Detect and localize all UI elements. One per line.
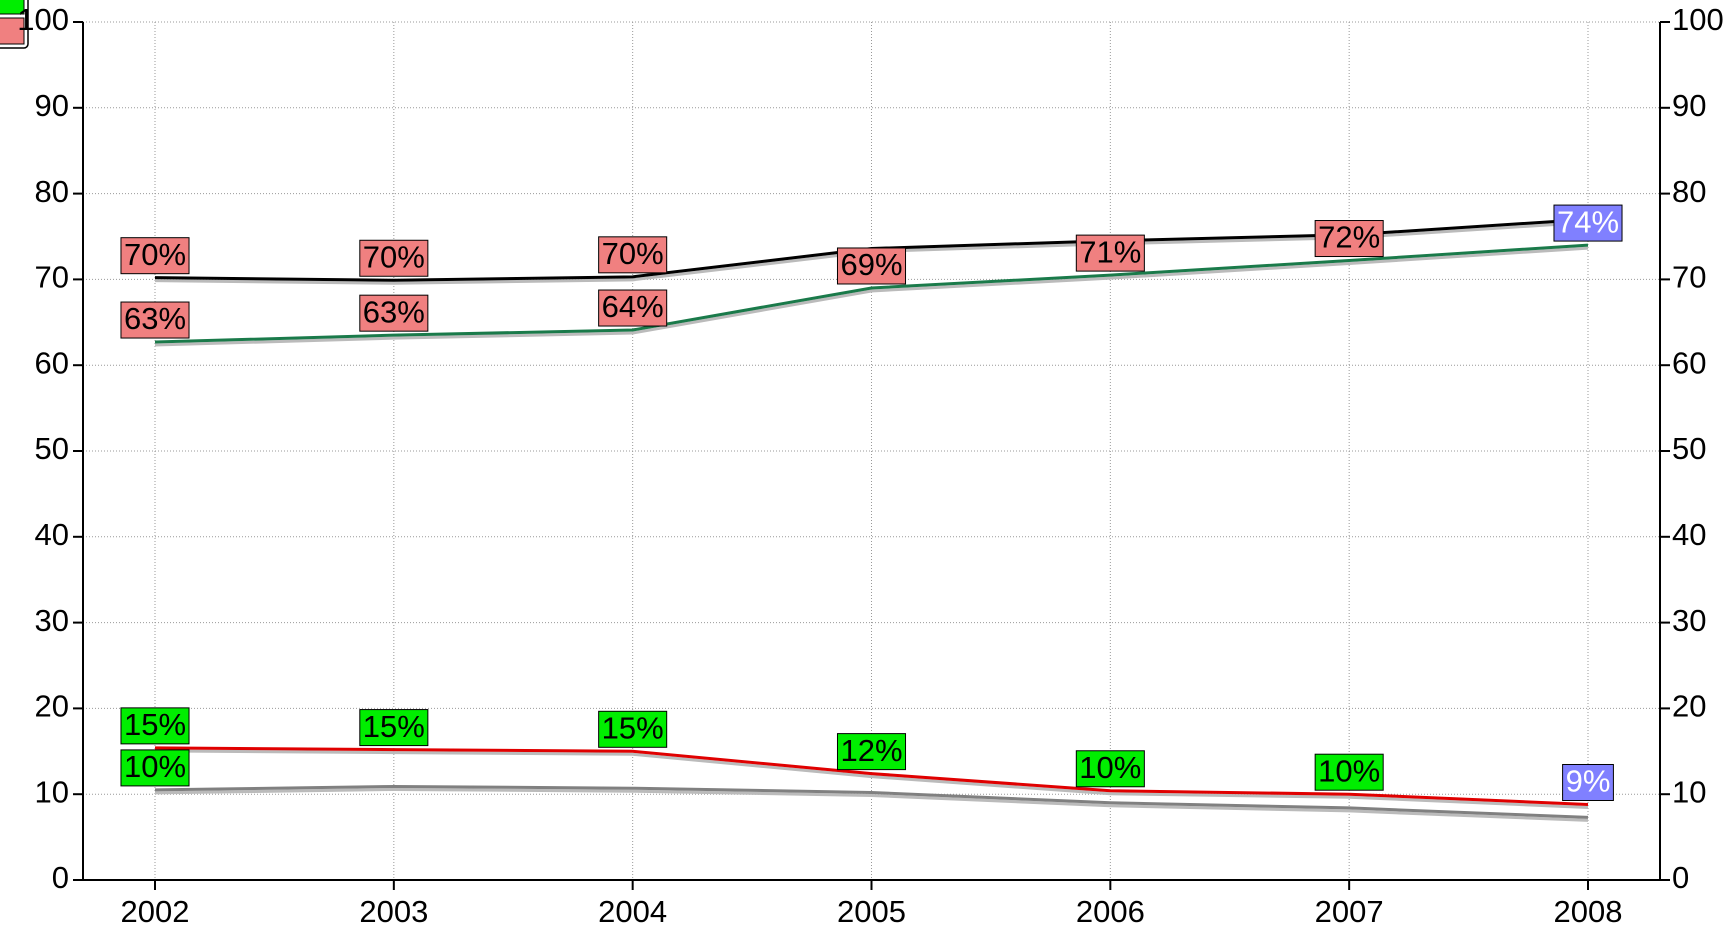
y2-tick-label: 40 <box>1672 517 1706 552</box>
data-label-text: 64% <box>602 289 664 324</box>
x-tick-label: 2008 <box>1554 894 1623 929</box>
data-label-box <box>836 247 907 285</box>
y-tick-label: 20 <box>35 689 69 724</box>
data-label-text: 15% <box>124 707 186 742</box>
data-label: 9% <box>1562 763 1614 801</box>
x-tick-label: 2003 <box>359 894 428 929</box>
data-label-box <box>1314 220 1384 258</box>
data-label: 74% <box>1553 204 1623 242</box>
series-shadow <box>154 246 1589 347</box>
legend-swatch <box>0 0 25 15</box>
series-line <box>154 746 1589 806</box>
y2-tick-label: 20 <box>1672 689 1706 724</box>
data-label: 10% <box>120 749 190 787</box>
y2-tick-label: 50 <box>1672 431 1706 466</box>
data-label-box <box>598 289 668 327</box>
data-label: 70% <box>598 236 668 274</box>
data-label: 15% <box>598 710 668 748</box>
y-tick-label: 0 <box>52 860 69 895</box>
data-label: 15% <box>120 707 190 745</box>
data-label-box <box>836 733 907 771</box>
data-label-box <box>359 239 429 277</box>
y2-tick-label: 10 <box>1672 774 1706 809</box>
y2-tick-label: 30 <box>1672 603 1706 638</box>
data-label-box <box>1562 763 1614 801</box>
data-label: 64% <box>598 289 668 327</box>
data-label: 71% <box>1075 234 1145 272</box>
data-label: 15% <box>359 709 429 747</box>
y-tick-label: 10 <box>35 774 69 809</box>
data-label-text: 70% <box>602 236 664 271</box>
data-label: 63% <box>359 294 429 332</box>
data-label: 72% <box>1314 220 1384 258</box>
series-shadow <box>154 749 1589 809</box>
data-label-text: 74% <box>1557 204 1619 239</box>
x-tick-label: 2004 <box>598 894 667 929</box>
data-label-text: 70% <box>363 239 425 274</box>
y2-tick-label: 100 <box>1672 2 1724 37</box>
data-label: 70% <box>120 237 190 275</box>
y-tick-label: 100 <box>17 2 69 37</box>
y-tick-label: 50 <box>35 431 69 466</box>
legend-swatch <box>0 17 25 45</box>
data-label-text: 69% <box>840 247 902 282</box>
data-label-box <box>598 710 668 748</box>
data-label-box <box>1553 204 1623 242</box>
data-label-box <box>359 709 429 747</box>
data-label-box <box>1075 234 1145 272</box>
y-tick-label: 30 <box>35 603 69 638</box>
legend-fragment <box>0 0 29 49</box>
data-label-text: 12% <box>840 733 902 768</box>
data-label: 10% <box>1314 753 1384 791</box>
data-label-text: 72% <box>1318 220 1380 255</box>
data-label: 10% <box>1075 750 1145 788</box>
data-label: 12% <box>836 733 907 771</box>
y-tick-label: 80 <box>35 174 69 209</box>
y-tick-label: 90 <box>35 88 69 123</box>
data-label: 70% <box>359 239 429 277</box>
y2-tick-label: 0 <box>1672 860 1689 895</box>
data-label-text: 71% <box>1079 234 1141 269</box>
data-label-box <box>598 236 668 274</box>
x-tick-label: 2007 <box>1315 894 1384 929</box>
data-label-text: 10% <box>1079 750 1141 785</box>
series-line <box>154 243 1589 344</box>
y-tick-label: 70 <box>35 260 69 295</box>
y-tick-label: 60 <box>35 345 69 380</box>
x-tick-label: 2005 <box>837 894 906 929</box>
y2-tick-label: 80 <box>1672 174 1706 209</box>
data-label-box <box>359 294 429 332</box>
data-label-text: 10% <box>124 749 186 784</box>
y2-tick-label: 90 <box>1672 88 1706 123</box>
data-label-box <box>120 749 190 787</box>
x-tick-label: 2002 <box>121 894 190 929</box>
data-label-text: 15% <box>602 710 664 745</box>
data-label: 63% <box>120 301 190 339</box>
data-label-text: 70% <box>124 237 186 272</box>
data-label-text: 63% <box>124 301 186 336</box>
data-label-box <box>1314 753 1384 791</box>
data-label-text: 15% <box>363 709 425 744</box>
y2-tick-label: 70 <box>1672 260 1706 295</box>
data-label-box <box>120 707 190 745</box>
data-label-text: 9% <box>1566 764 1611 799</box>
data-label-box <box>120 237 190 275</box>
data-label-box <box>1075 750 1145 788</box>
x-tick-label: 2006 <box>1076 894 1145 929</box>
series-line <box>154 784 1589 819</box>
data-label: 69% <box>836 247 907 285</box>
data-label-text: 63% <box>363 294 425 329</box>
y-tick-label: 40 <box>35 517 69 552</box>
data-label-text: 10% <box>1318 753 1380 788</box>
series-shadow <box>154 787 1589 822</box>
data-label-box <box>120 301 190 339</box>
y2-tick-label: 60 <box>1672 345 1706 380</box>
